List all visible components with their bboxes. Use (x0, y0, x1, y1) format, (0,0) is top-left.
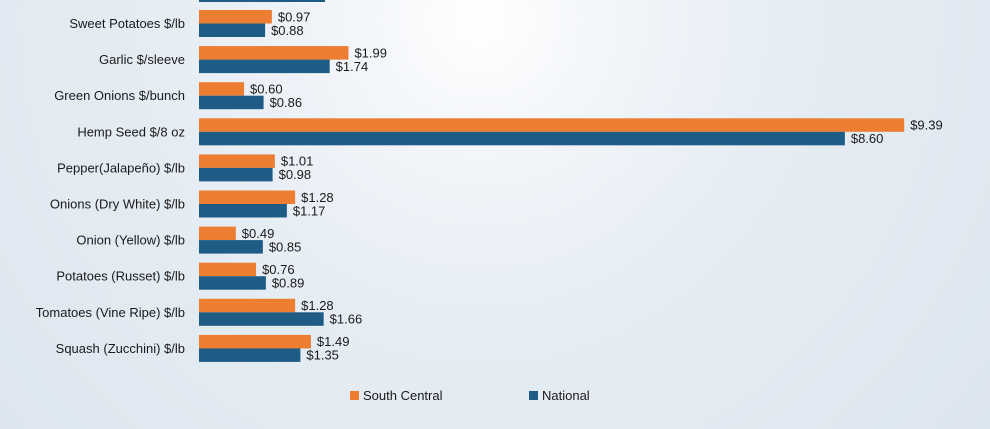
value-label-south-central-onions-dry-white-lb: $1.28 (301, 190, 334, 205)
category-label-squash-zucchini-lb: Squash (Zucchini) $/lb (56, 341, 185, 356)
bar-south-central-pepper-jalape-o-lb (199, 154, 275, 168)
value-label-national-squash-zucchini-lb: $1.35 (306, 348, 339, 363)
value-label-south-central-sweet-potatoes-lb: $0.97 (278, 9, 311, 24)
value-labels: $0.97$0.88 $1.99$1.74 $0.60$0.86 $9.39 $8.60… (242, 9, 943, 362)
value-label-national-hemp-seed-8-oz: $8.60 (851, 131, 884, 146)
bar-south-central-green-onions-bunch (199, 82, 245, 96)
bar-national-sweet-potatoes-lb (199, 23, 266, 37)
category-label-sweet-potatoes-lb: Sweet Potatoes $/lb (69, 16, 185, 31)
category-label-tomatoes-vine-ripe-lb: Tomatoes (Vine Ripe) $/lb (36, 305, 185, 320)
legend-swatch-south-central (350, 391, 359, 400)
bar-national-tomatoes-vine-ripe-lb (199, 312, 324, 326)
value-label-national-green-onions-bunch: $0.86 (270, 95, 303, 110)
bar-national-onion-yellow-lb (199, 240, 263, 254)
value-label-south-central-potatoes-russet-lb: $0.76 (262, 262, 295, 277)
bars-group (199, 10, 905, 362)
category-labels: Sweet Potatoes $/lb Garlic $/sleeve Green … (36, 16, 185, 356)
legend-label-south-central: South Central (363, 388, 443, 403)
category-label-potatoes-russet-lb: Potatoes (Russet) $/lb (56, 269, 185, 284)
value-label-national-potatoes-russet-lb: $0.89 (272, 275, 305, 290)
legend-label-national: National (542, 388, 590, 403)
value-label-south-central-onion-yellow-lb: $0.49 (242, 226, 275, 241)
value-label-national-sweet-potatoes-lb: $0.88 (271, 23, 304, 38)
value-label-south-central-tomatoes-vine-ripe-lb: $1.28 (301, 298, 334, 313)
bar-national-hemp-seed-8-oz (199, 131, 845, 146)
bar-national-garlic-sleeve (199, 59, 330, 74)
bar-south-central-onion-yellow-lb (199, 226, 236, 241)
bar-south-central-garlic-sleeve (199, 46, 349, 60)
value-label-national-tomatoes-vine-ripe-lb: $1.66 (330, 312, 363, 327)
value-label-south-central-pepper-jalape-o-lb: $1.01 (281, 154, 314, 169)
category-label-onion-yellow-lb: Onion (Yellow) $/lb (76, 233, 185, 248)
value-label-south-central-squash-zucchini-lb: $1.49 (317, 334, 350, 349)
bar-south-central-potatoes-russet-lb (199, 262, 257, 277)
value-label-south-central-hemp-seed-8-oz: $9.39 (910, 118, 943, 133)
bar-national-potatoes-russet-lb (199, 276, 266, 290)
partial-top-bar (199, 0, 325, 2)
bar-south-central-sweet-potatoes-lb (199, 10, 272, 24)
category-label-green-onions-bunch: Green Onions $/bunch (54, 88, 185, 103)
legend: South Central National (350, 388, 590, 403)
bar-national-pepper-jalape-o-lb (199, 167, 273, 182)
value-label-national-garlic-sleeve: $1.74 (336, 59, 369, 74)
value-label-national-onions-dry-white-lb: $1.17 (293, 203, 326, 218)
bar-south-central-squash-zucchini-lb (199, 334, 311, 349)
category-label-onions-dry-white-lb: Onions (Dry White) $/lb (50, 197, 185, 212)
category-label-garlic-sleeve: Garlic $/sleeve (99, 52, 185, 67)
bar-national-squash-zucchini-lb (199, 348, 301, 362)
bar-south-central-onions-dry-white-lb (199, 190, 296, 204)
category-label-pepper-jalape-o-lb: Pepper(Jalapeño) $/lb (57, 160, 185, 175)
value-label-south-central-garlic-sleeve: $1.99 (354, 45, 387, 60)
value-label-national-pepper-jalape-o-lb: $0.98 (279, 167, 312, 182)
value-label-south-central-green-onions-bunch: $0.60 (250, 81, 283, 96)
bar-national-green-onions-bunch (199, 95, 264, 110)
bar-south-central-hemp-seed-8-oz (199, 118, 905, 132)
value-label-national-onion-yellow-lb: $0.85 (269, 239, 302, 254)
bar-south-central-tomatoes-vine-ripe-lb (199, 298, 296, 313)
partial-top-bar-national (199, 0, 325, 2)
category-label-hemp-seed-8-oz: Hemp Seed $/8 oz (77, 124, 185, 139)
legend-swatch-national (529, 391, 538, 400)
bar-national-onions-dry-white-lb (199, 204, 287, 218)
